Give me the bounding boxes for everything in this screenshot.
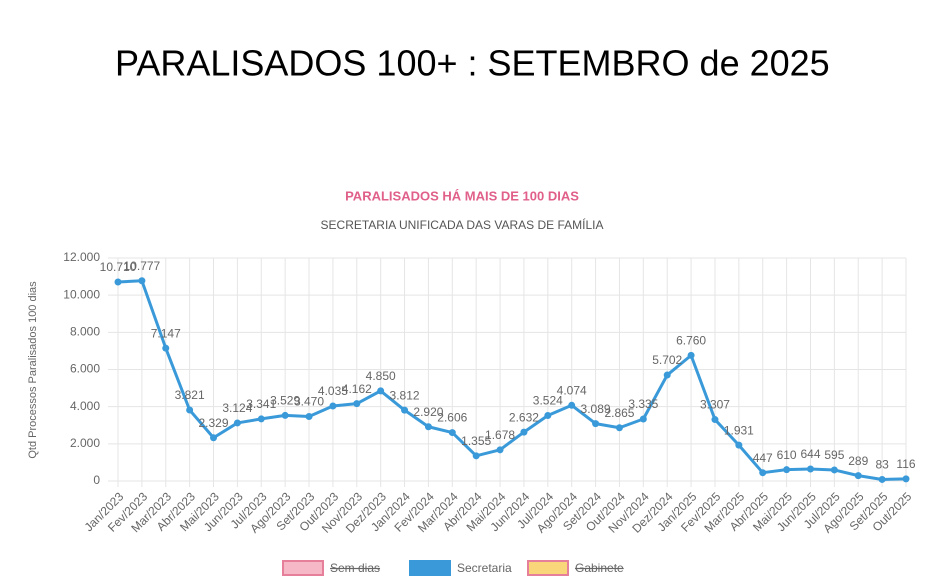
slide-title: PARALISADOS 100+ : SETEMBRO de 2025 bbox=[115, 43, 830, 84]
data-point bbox=[472, 452, 480, 460]
data-point bbox=[544, 412, 552, 420]
data-label: 1.931 bbox=[724, 423, 754, 437]
data-point bbox=[448, 429, 456, 437]
data-point bbox=[257, 415, 265, 423]
y-tick-label: 2.000 bbox=[70, 436, 100, 450]
data-point bbox=[711, 416, 719, 424]
data-label: 3.812 bbox=[390, 388, 420, 402]
data-label: 3.470 bbox=[294, 395, 324, 409]
data-point bbox=[639, 415, 647, 423]
chart-subtitle: SECRETARIA UNIFICADA DAS VARAS DE FAMÍLI… bbox=[321, 217, 604, 232]
data-point bbox=[783, 466, 791, 474]
data-point bbox=[305, 413, 313, 421]
data-label: 3.821 bbox=[175, 388, 205, 402]
data-point bbox=[281, 411, 289, 419]
data-label: 644 bbox=[800, 447, 820, 461]
data-label: 2.329 bbox=[198, 416, 228, 430]
data-label: 4.074 bbox=[557, 383, 587, 397]
data-point bbox=[401, 406, 409, 414]
data-label: 4.035 bbox=[318, 384, 348, 398]
data-point bbox=[353, 400, 361, 408]
data-label: 4.850 bbox=[366, 369, 396, 383]
chart-title: PARALISADOS HÁ MAIS DE 100 DIAS bbox=[345, 188, 579, 203]
data-label: 447 bbox=[753, 451, 773, 465]
data-point bbox=[663, 371, 671, 379]
data-label: 83 bbox=[875, 458, 889, 472]
data-label: 3.089 bbox=[581, 402, 611, 416]
data-point bbox=[902, 475, 910, 483]
data-label: 10.777 bbox=[124, 259, 161, 273]
data-point bbox=[568, 401, 576, 409]
data-point bbox=[830, 466, 838, 474]
legend-label: Secretaria bbox=[457, 561, 512, 575]
y-tick-label: 12.000 bbox=[63, 250, 100, 264]
data-label: 116 bbox=[896, 457, 915, 471]
data-label: 3.124 bbox=[222, 401, 252, 415]
legend-label: Sem dias bbox=[330, 561, 380, 575]
legend-swatch bbox=[527, 560, 569, 576]
data-point bbox=[615, 424, 623, 432]
data-point bbox=[114, 278, 122, 286]
data-point bbox=[854, 472, 862, 480]
data-label: 3.335 bbox=[628, 397, 658, 411]
data-point bbox=[687, 351, 695, 359]
y-tick-label: 8.000 bbox=[70, 325, 100, 339]
y-tick-label: 4.000 bbox=[70, 399, 100, 413]
y-tick-label: 0 bbox=[93, 473, 100, 487]
data-label: 2.632 bbox=[509, 410, 539, 424]
data-label: 2.920 bbox=[413, 405, 443, 419]
legend-label: Gabinete bbox=[575, 561, 624, 575]
series-line bbox=[117, 279, 907, 481]
data-label: 3.529 bbox=[270, 394, 300, 408]
data-label: 3.524 bbox=[533, 394, 563, 408]
y-axis-label: Qtd Processos Paralisados 100 dias bbox=[27, 281, 39, 459]
data-label: 7.147 bbox=[151, 326, 181, 340]
data-point bbox=[210, 434, 218, 442]
data-label: 6.760 bbox=[676, 334, 706, 348]
data-label: 610 bbox=[777, 448, 797, 462]
y-tick-label: 6.000 bbox=[70, 362, 100, 376]
data-label: 3.307 bbox=[700, 398, 730, 412]
data-label: 1.355 bbox=[461, 434, 491, 448]
data-point bbox=[520, 428, 528, 436]
legend-swatch bbox=[409, 560, 451, 576]
data-point bbox=[735, 441, 743, 449]
data-point bbox=[162, 344, 170, 352]
data-label: 289 bbox=[848, 454, 868, 468]
data-point bbox=[878, 475, 886, 483]
data-label: 10.710 bbox=[100, 260, 137, 274]
data-point bbox=[496, 446, 504, 454]
y-tick-label: 10.000 bbox=[63, 287, 100, 301]
data-point bbox=[424, 423, 432, 431]
data-point bbox=[759, 469, 767, 477]
legend-swatch bbox=[282, 560, 324, 576]
data-label: 4.162 bbox=[342, 382, 372, 396]
data-point bbox=[233, 419, 241, 427]
data-point bbox=[138, 277, 146, 285]
data-point bbox=[592, 420, 600, 428]
data-label: 3.341 bbox=[246, 397, 276, 411]
data-label: 595 bbox=[824, 448, 844, 462]
data-label: 2.865 bbox=[604, 406, 634, 420]
data-point bbox=[377, 387, 385, 395]
data-point bbox=[329, 402, 337, 410]
data-label: 2.606 bbox=[437, 411, 467, 425]
data-point bbox=[806, 465, 814, 473]
data-point bbox=[186, 406, 194, 414]
data-label: 1.678 bbox=[485, 428, 515, 442]
data-label: 5.702 bbox=[652, 353, 682, 367]
